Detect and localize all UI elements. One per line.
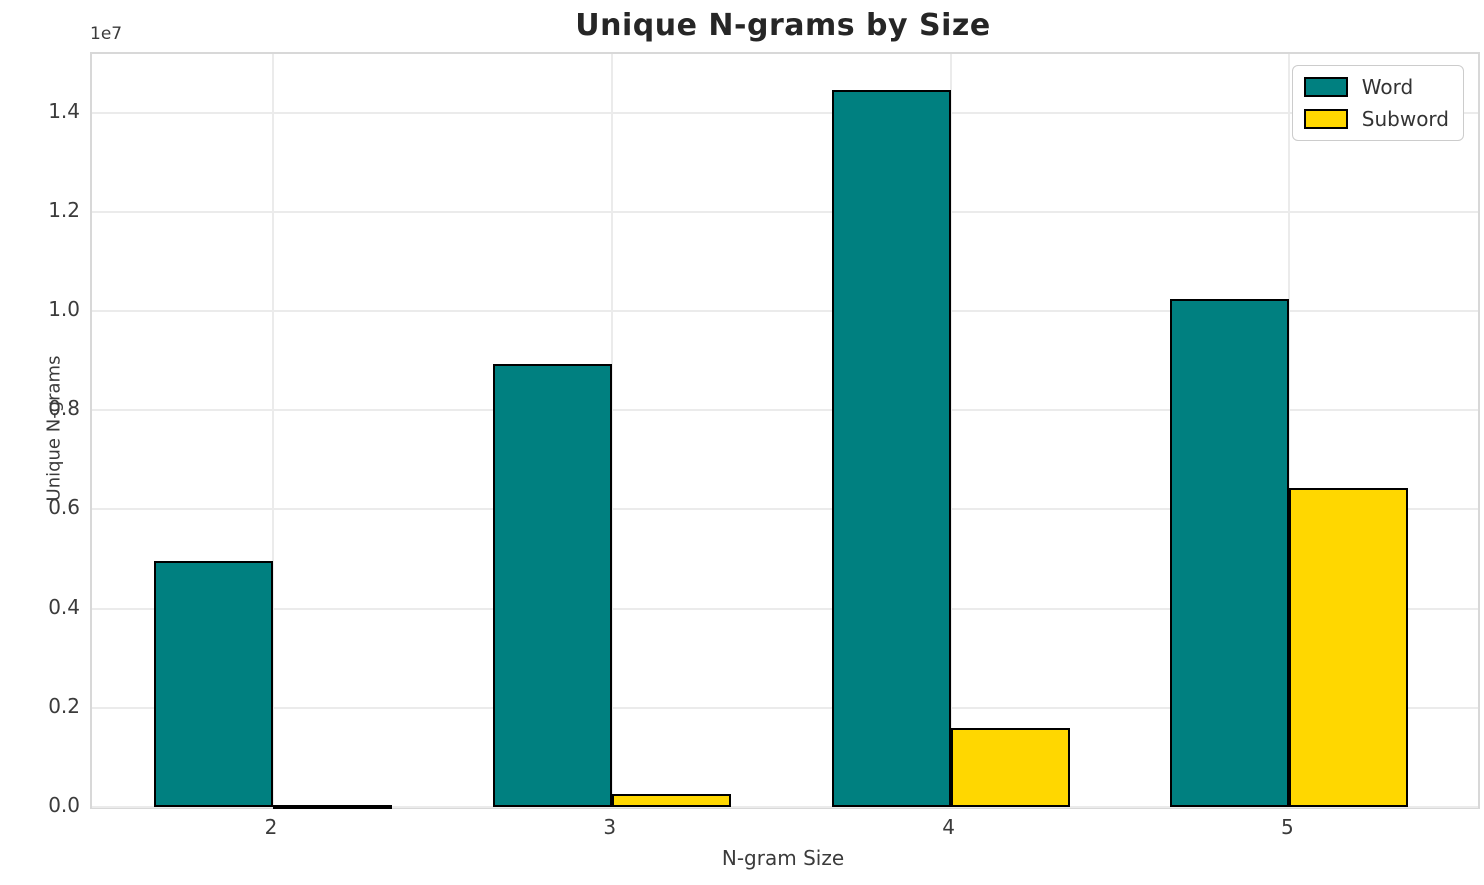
- gridline-x-5: [1288, 54, 1291, 807]
- gridline-y-0.6: [92, 508, 1478, 511]
- bar-word-5: [1170, 299, 1290, 807]
- x-tick-5: 5: [1281, 815, 1294, 839]
- y-tick-1.0: 1.0: [48, 296, 80, 321]
- y-tick-0.0: 0.0: [48, 793, 80, 817]
- x-tick-4: 4: [942, 815, 955, 839]
- gridline-y-1.2: [92, 210, 1478, 213]
- gridline-x-3: [610, 54, 613, 807]
- y-tick-0.2: 0.2: [48, 693, 80, 718]
- chart-title: Unique N-grams by Size: [575, 8, 991, 43]
- legend: Word Subword: [1291, 65, 1464, 141]
- legend-item-word: Word: [1303, 75, 1449, 99]
- y-tick-0.6: 0.6: [48, 495, 80, 520]
- bar-word-2: [154, 561, 273, 807]
- y-axis-offset-text: 1e7: [90, 24, 123, 44]
- legend-label-subword: Subword: [1361, 107, 1449, 131]
- gridline-y-0.2: [92, 706, 1478, 709]
- bar-subword-4: [950, 727, 1070, 807]
- gridline-y-0.4: [92, 607, 1478, 610]
- x-tick-3: 3: [603, 815, 617, 839]
- bar-subword-3: [611, 794, 731, 807]
- legend-swatch-subword: [1303, 109, 1348, 129]
- y-tick-0.4: 0.4: [48, 594, 80, 619]
- x-axis-label: N-gram Size: [721, 846, 845, 870]
- gridline-x-4: [949, 54, 952, 807]
- bar-word-3: [492, 363, 612, 807]
- legend-label-word: Word: [1361, 75, 1414, 99]
- y-tick-1.4: 1.4: [48, 98, 80, 123]
- legend-swatch-word: [1303, 77, 1348, 97]
- bar-word-4: [831, 90, 951, 807]
- gridline-y-0.8: [92, 409, 1478, 412]
- legend-item-subword: Subword: [1303, 107, 1449, 131]
- y-tick-1.2: 1.2: [48, 197, 80, 222]
- y-tick-0.8: 0.8: [48, 396, 80, 421]
- gridline-y-1.4: [92, 111, 1478, 114]
- gridline-y-0.0: [92, 806, 1478, 808]
- plot-area: Word Subword: [90, 52, 1480, 809]
- bar-subword-5: [1289, 487, 1409, 807]
- gridline-y-1.0: [92, 309, 1478, 312]
- gridline-x-2: [272, 54, 274, 807]
- bar-subword-2: [273, 805, 392, 809]
- x-tick-2: 2: [264, 815, 278, 839]
